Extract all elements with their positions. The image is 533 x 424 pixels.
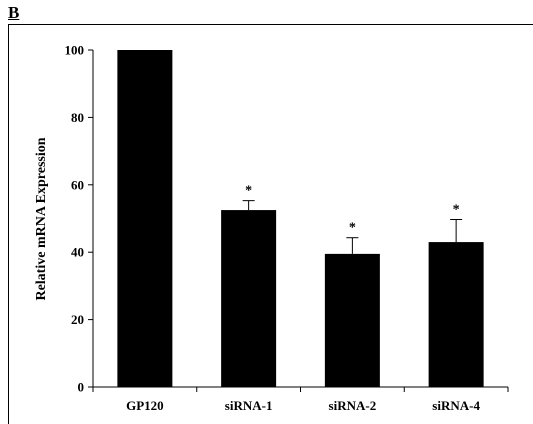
significance-marker: *: [245, 184, 252, 199]
y-tick-label: 40: [71, 245, 84, 260]
bar: [221, 210, 277, 387]
chart-frame: [8, 24, 533, 424]
panel-label: B: [8, 3, 20, 22]
y-tick-label: 0: [78, 380, 85, 395]
significance-marker: *: [453, 203, 460, 218]
y-axis-label: Relative mRNA Expression: [34, 137, 49, 300]
bar: [117, 50, 173, 387]
bar: [324, 253, 380, 387]
y-tick-label: 60: [71, 177, 84, 192]
chart-bars: [117, 50, 484, 387]
x-tick-label: siRNA-4: [432, 398, 480, 413]
y-tick-label: 80: [71, 110, 84, 125]
chart-labels: 0 20 40 60 80 100 GP120 * siRNA-1 * siRNA-2 * siRNA-…: [65, 43, 481, 414]
x-tick-label: siRNA-2: [329, 398, 377, 413]
y-tick-label: 100: [65, 43, 85, 58]
x-tick-label: siRNA-1: [225, 398, 273, 413]
bar: [428, 242, 484, 387]
y-tick-label: 20: [71, 312, 84, 327]
significance-marker: *: [349, 221, 356, 236]
x-tick-label: GP120: [126, 398, 164, 413]
